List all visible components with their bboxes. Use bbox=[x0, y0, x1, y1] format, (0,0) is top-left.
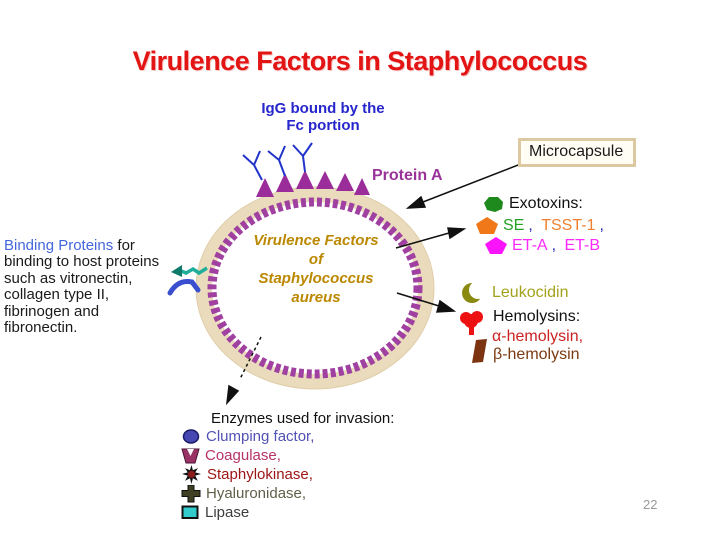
enzyme-label: Hyaluronidase, bbox=[206, 485, 307, 502]
binding-protein-teal-icon bbox=[178, 266, 208, 276]
leukocidin-row: Leukocidin bbox=[461, 280, 569, 305]
microcapsule-arrowhead bbox=[405, 195, 427, 209]
enzyme-row-lipase: Lipase bbox=[181, 503, 314, 522]
separator: , bbox=[528, 216, 538, 234]
microcapsule-label: Microcapsule bbox=[529, 143, 624, 160]
binding-proteins-rest: for binding to host proteins such as vit… bbox=[4, 236, 160, 336]
microcapsule-label-box: Microcapsule bbox=[518, 138, 637, 167]
igg-antibody-icons bbox=[242, 142, 313, 181]
se-label: SE bbox=[503, 216, 525, 234]
enzymes-heading: Enzymes used for invasion: bbox=[211, 410, 395, 427]
tsst1-label: TSST-1 bbox=[541, 216, 596, 234]
igg-label: IgG bound by the Fc portion bbox=[261, 100, 385, 134]
etb-label: ET-B bbox=[564, 237, 601, 254]
exotoxins-se-row: SE, TSST-1, bbox=[476, 216, 604, 235]
hyaluronidase-cross-icon bbox=[181, 484, 201, 502]
enzyme-row-hyaluronidase: Hyaluronidase, bbox=[181, 484, 314, 503]
enzyme-row-coagulase: Coagulase, bbox=[181, 446, 314, 465]
cell-wall-zigzag bbox=[207, 197, 423, 379]
staphylokinase-star-icon bbox=[182, 465, 201, 484]
separator: , bbox=[599, 216, 604, 234]
exotoxins-callout-line bbox=[395, 232, 450, 249]
enzyme-row-staphylokinase: Staphylokinase, bbox=[181, 465, 314, 484]
enzyme-row-clumping-factor: Clumping factor, bbox=[181, 427, 314, 446]
enzyme-label: Staphylokinase, bbox=[207, 466, 313, 483]
cell-center-label: Virulence Factors of Staphylococcus aure… bbox=[253, 232, 379, 306]
binding-proteins-highlight: Binding Proteins bbox=[4, 236, 114, 254]
enzymes-list: Clumping factor, Coagulase, Staphylokina… bbox=[181, 427, 314, 522]
exotoxin-orange-pentagon-icon bbox=[476, 217, 498, 234]
binding-protein-blue-hook-icon bbox=[167, 279, 201, 296]
binding-protein-teal-arrowhead-icon bbox=[171, 265, 182, 277]
slide-title: Virulence Factors in Staphylococcus bbox=[132, 46, 588, 76]
exotoxins-heading: Exotoxins: bbox=[509, 195, 583, 212]
enzyme-label: Coagulase, bbox=[205, 447, 281, 464]
exotoxins-et-row: ET-A, ET-B bbox=[485, 237, 600, 255]
beta-hemolysin-label: β-hemolysin bbox=[493, 346, 580, 363]
protein-a-triangles-icon bbox=[256, 170, 370, 197]
enzyme-label: Lipase bbox=[205, 504, 250, 521]
hemolysin-tree-icon bbox=[460, 311, 483, 335]
microcapsule-callout-line bbox=[422, 157, 537, 203]
beta-hemolysin-bar-icon bbox=[472, 339, 487, 363]
enzymes-callout-line bbox=[239, 336, 262, 380]
exotoxin-green-blob-icon bbox=[484, 196, 503, 212]
leukocidin-crescent-icon bbox=[462, 281, 487, 303]
protein-a-label: Protein A bbox=[372, 167, 443, 184]
page-number: 22 bbox=[643, 497, 658, 512]
lipase-square-icon bbox=[181, 505, 199, 519]
enzymes-arrowhead bbox=[225, 384, 240, 406]
clumping-factor-circle-icon bbox=[182, 429, 200, 444]
leukocidin-callout-line bbox=[396, 292, 440, 307]
coagulase-cup-icon bbox=[181, 448, 200, 463]
leukocidin-arrowhead bbox=[436, 299, 457, 313]
exotoxins-arrowhead bbox=[447, 227, 467, 240]
enzyme-label: Clumping factor, bbox=[206, 428, 315, 445]
binding-proteins-text: Binding Proteins for binding to host pro… bbox=[4, 221, 206, 337]
separator: , bbox=[551, 237, 561, 254]
exotoxin-magenta-pentagon-icon bbox=[485, 237, 507, 254]
alpha-hemolysin-label: α-hemolysin, bbox=[492, 328, 584, 345]
leukocidin-label: Leukocidin bbox=[492, 283, 569, 301]
exotoxins-heading-row: Exotoxins: bbox=[483, 195, 583, 213]
eta-label: ET-A bbox=[512, 237, 548, 254]
hemolysins-heading: Hemolysins: bbox=[493, 308, 581, 325]
